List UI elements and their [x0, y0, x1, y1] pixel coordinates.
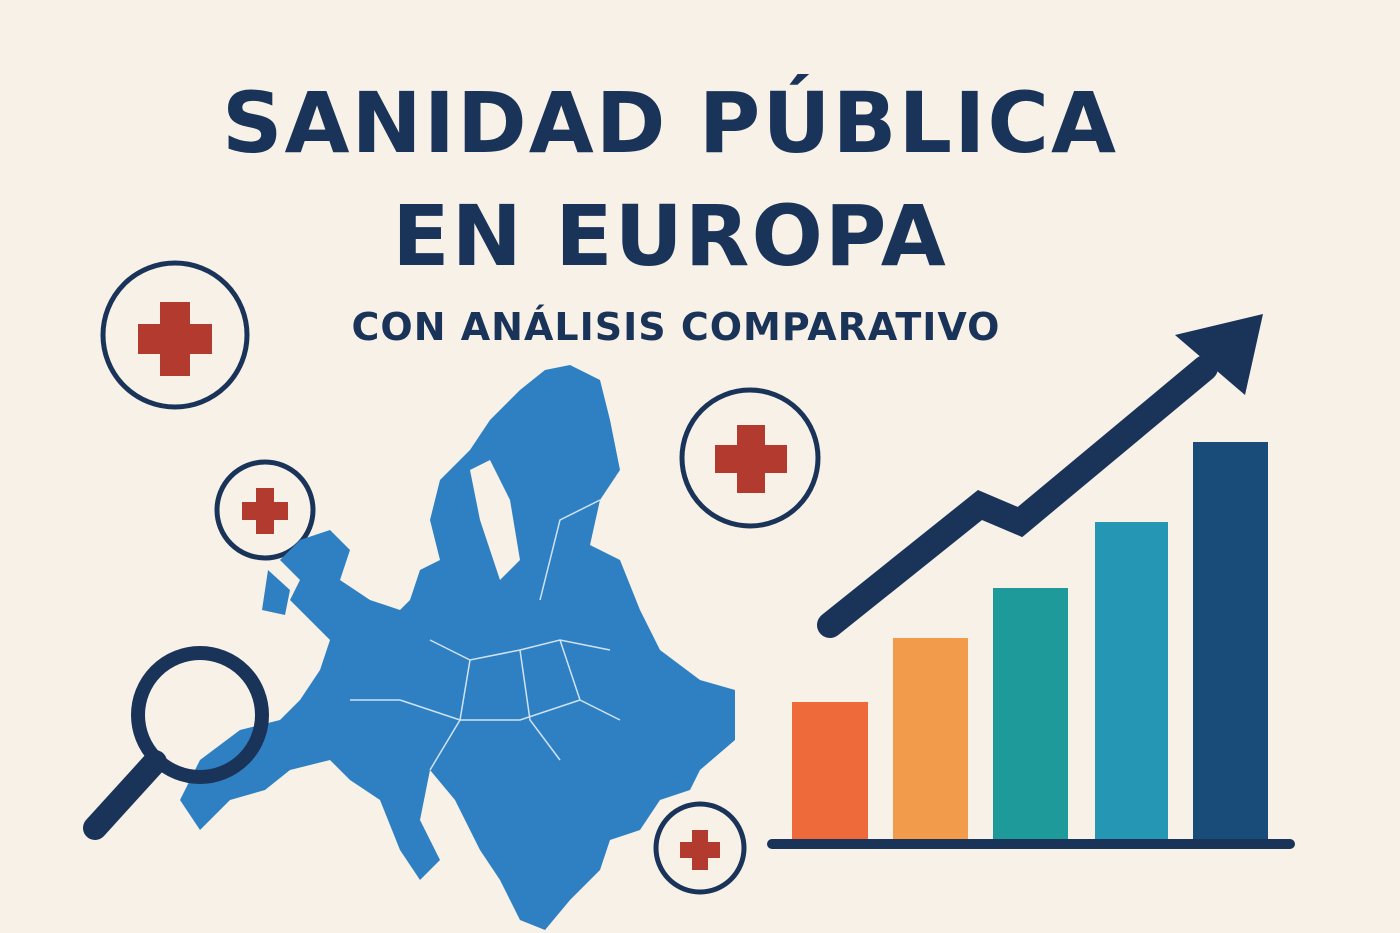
icon-circle [653, 801, 747, 895]
icon-circle [100, 260, 250, 410]
bar-shape [792, 702, 868, 840]
medical-icons [100, 260, 821, 895]
bar-shape [993, 588, 1068, 840]
bar-graphic [767, 314, 1295, 849]
handle [83, 750, 167, 840]
cross [715, 425, 787, 493]
bar-shape [1095, 522, 1168, 840]
arrow-head [1175, 314, 1263, 395]
cross [680, 830, 720, 870]
bar-shape [1193, 442, 1268, 840]
europe-map [180, 365, 735, 930]
icon-circle [679, 387, 821, 529]
title-line: SANIDAD PÚBLICA [222, 74, 1118, 172]
lens [131, 646, 269, 784]
title-line: EN EUROPA [392, 187, 947, 285]
cross [242, 488, 288, 534]
map-borders [350, 499, 621, 771]
icon-circle [214, 459, 316, 561]
trend-arrow [817, 355, 1218, 638]
cross [138, 302, 212, 376]
subtitle: CON ANÁLISIS COMPARATIVO [352, 305, 1001, 349]
red-crosses [138, 302, 787, 870]
magnifier [83, 646, 269, 840]
bar-shape [893, 638, 968, 840]
